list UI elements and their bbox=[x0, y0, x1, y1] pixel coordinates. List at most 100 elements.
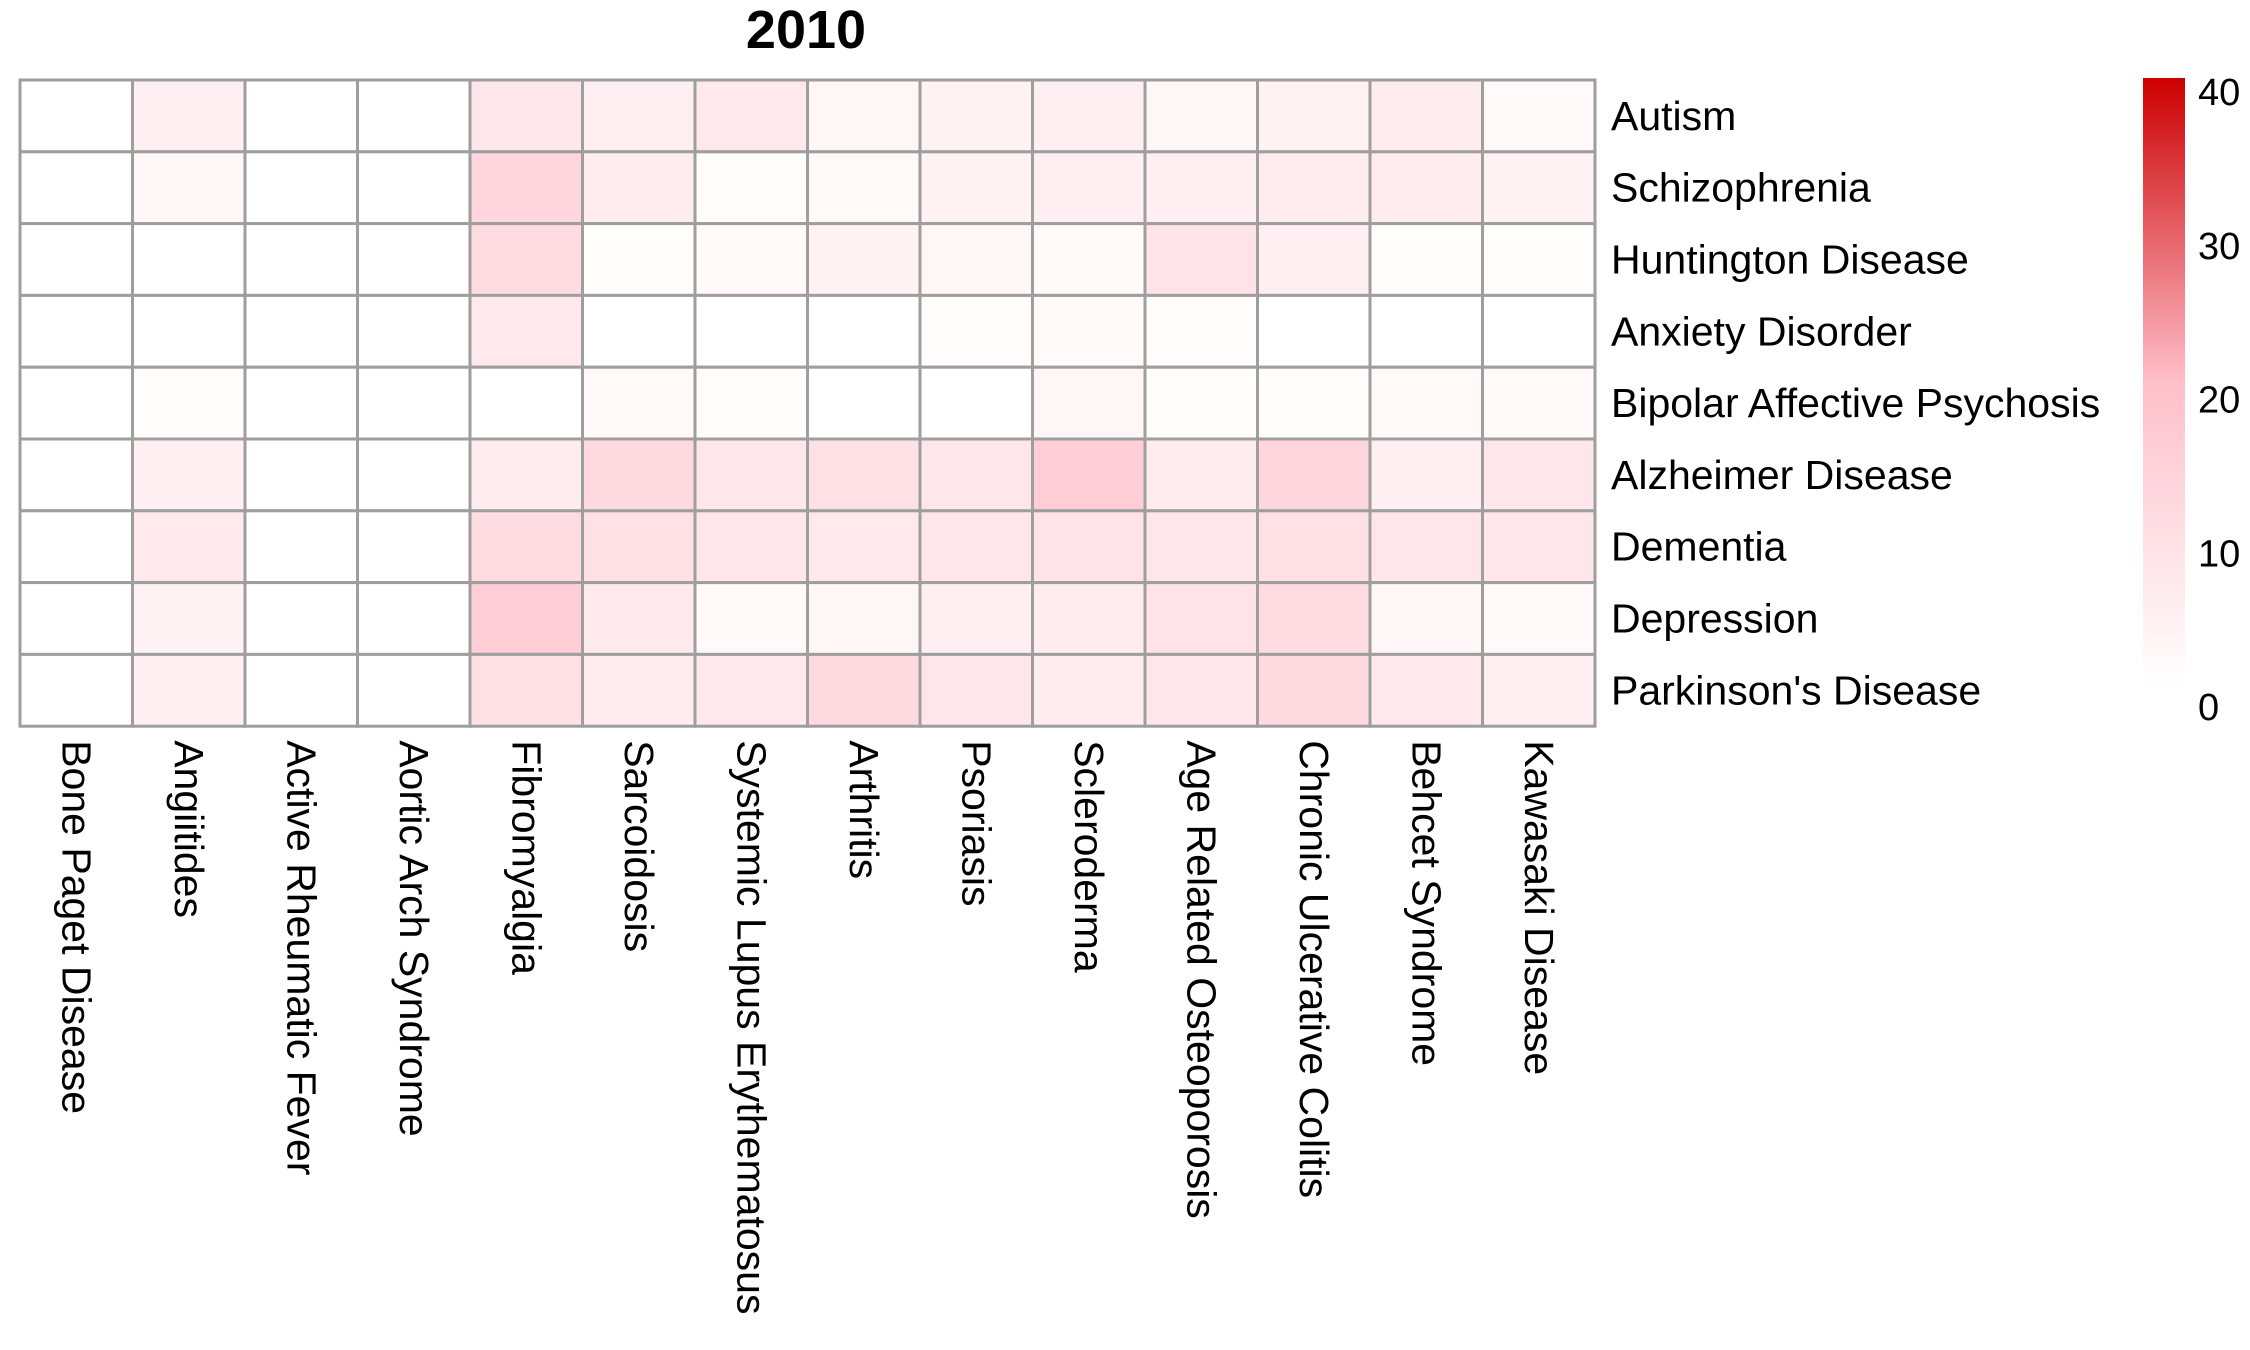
heatmap-cell-depression-kawasaki-disease bbox=[1481, 581, 1597, 656]
column-label-sarcoidosis: Sarcoidosis bbox=[616, 740, 662, 952]
column-label-bone-paget-disease: Bone Paget Disease bbox=[53, 740, 99, 1114]
row-label-dementia: Dementia bbox=[1611, 524, 1787, 570]
heatmap-cell-bipolar-affective-psychosis-behcet-syndrome bbox=[1368, 365, 1484, 441]
heatmap-cell-schizophrenia-systemic-lupus-erythematosus bbox=[693, 150, 809, 226]
row-label-bipolar-affective-psychosis: Bipolar Affective Psychosis bbox=[1611, 380, 2100, 426]
heatmap-cell-huntington-disease-age-related-osteoporosis bbox=[1143, 222, 1259, 297]
heatmap-cell-schizophrenia-behcet-syndrome bbox=[1368, 150, 1484, 226]
heatmap-cell-anxiety-disorder-aortic-arch-syndrome bbox=[356, 293, 472, 369]
heatmap-cell-schizophrenia-age-related-osteoporosis bbox=[1143, 150, 1259, 226]
heatmap-cell-bipolar-affective-psychosis-fibromyalgia bbox=[468, 365, 584, 441]
heatmap-cell-dementia-age-related-osteoporosis bbox=[1143, 509, 1259, 585]
column-label-scleroderma: Scleroderma bbox=[1066, 740, 1112, 973]
heatmap-cell-anxiety-disorder-bone-paget-disease bbox=[18, 293, 134, 369]
heatmap-cell-autism-chronic-ulcerative-colitis bbox=[1256, 78, 1372, 154]
heatmap-cell-bipolar-affective-psychosis-scleroderma bbox=[1031, 365, 1147, 441]
chart-title: 2010 bbox=[746, 0, 866, 60]
heatmap-cell-dementia-kawasaki-disease bbox=[1481, 509, 1597, 585]
row-label-huntington-disease: Huntington Disease bbox=[1611, 237, 1969, 283]
heatmap-cell-autism-systemic-lupus-erythematosus bbox=[693, 78, 809, 154]
heatmap-cell-anxiety-disorder-age-related-osteoporosis bbox=[1143, 293, 1259, 369]
row-label-parkinson-s-disease: Parkinson's Disease bbox=[1611, 667, 1981, 713]
heatmap-cell-huntington-disease-angiitides bbox=[131, 222, 247, 297]
column-label-angiitides: Angiitides bbox=[166, 740, 212, 918]
heatmap-cell-autism-psoriasis bbox=[918, 78, 1034, 154]
heatmap-cell-schizophrenia-arthritis bbox=[806, 150, 922, 226]
heatmap-cell-huntington-disease-fibromyalgia bbox=[468, 222, 584, 297]
legend-tick-40: 40 bbox=[2198, 72, 2240, 114]
row-label-autism: Autism bbox=[1611, 93, 1736, 139]
heatmap-cell-anxiety-disorder-fibromyalgia bbox=[468, 293, 584, 369]
heatmap-cell-alzheimer-disease-aortic-arch-syndrome bbox=[356, 437, 472, 513]
heatmap-cell-parkinson-s-disease-scleroderma bbox=[1031, 652, 1147, 728]
heatmap-cell-schizophrenia-psoriasis bbox=[918, 150, 1034, 226]
heatmap-cell-alzheimer-disease-chronic-ulcerative-colitis bbox=[1256, 437, 1372, 513]
heatmap-cell-anxiety-disorder-kawasaki-disease bbox=[1481, 293, 1597, 369]
heatmap-cell-huntington-disease-scleroderma bbox=[1031, 222, 1147, 297]
heatmap-cell-bipolar-affective-psychosis-age-related-osteoporosis bbox=[1143, 365, 1259, 441]
heatmap-cell-parkinson-s-disease-behcet-syndrome bbox=[1368, 652, 1484, 728]
heatmap-cell-dementia-scleroderma bbox=[1031, 509, 1147, 585]
heatmap-cell-anxiety-disorder-scleroderma bbox=[1031, 293, 1147, 369]
heatmap-cell-autism-arthritis bbox=[806, 78, 922, 154]
heatmap-cell-dementia-fibromyalgia bbox=[468, 509, 584, 585]
color-legend: 0 10 20 30 40 bbox=[2143, 72, 2240, 729]
heatmap-cell-dementia-chronic-ulcerative-colitis bbox=[1256, 509, 1372, 585]
heatmap-cell-huntington-disease-kawasaki-disease bbox=[1481, 222, 1597, 297]
heatmap-cell-bipolar-affective-psychosis-bone-paget-disease bbox=[18, 365, 134, 441]
heatmap-cell-depression-sarcoidosis bbox=[581, 581, 697, 656]
heatmap-cell-autism-scleroderma bbox=[1031, 78, 1147, 154]
row-label-alzheimer-disease: Alzheimer Disease bbox=[1611, 452, 1953, 498]
heatmap-cell-bipolar-affective-psychosis-kawasaki-disease bbox=[1481, 365, 1597, 441]
heatmap-cell-alzheimer-disease-active-rheumatic-fever bbox=[243, 437, 359, 513]
heatmap-cell-alzheimer-disease-scleroderma bbox=[1031, 437, 1147, 513]
heatmap-cell-bipolar-affective-psychosis-sarcoidosis bbox=[581, 365, 697, 441]
heatmap-cell-anxiety-disorder-sarcoidosis bbox=[581, 293, 697, 369]
heatmap-cell-depression-fibromyalgia bbox=[468, 581, 584, 656]
heatmap-cell-schizophrenia-active-rheumatic-fever bbox=[243, 150, 359, 226]
heatmap-cell-alzheimer-disease-age-related-osteoporosis bbox=[1143, 437, 1259, 513]
heatmap-cell-huntington-disease-systemic-lupus-erythematosus bbox=[693, 222, 809, 297]
heatmap-cell-dementia-behcet-syndrome bbox=[1368, 509, 1484, 585]
heatmap-cell-schizophrenia-angiitides bbox=[131, 150, 247, 226]
heatmap-cell-huntington-disease-aortic-arch-syndrome bbox=[356, 222, 472, 297]
heatmap-cell-parkinson-s-disease-chronic-ulcerative-colitis bbox=[1256, 652, 1372, 728]
heatmap-cell-huntington-disease-bone-paget-disease bbox=[18, 222, 134, 297]
heatmap-cell-parkinson-s-disease-systemic-lupus-erythematosus bbox=[693, 652, 809, 728]
column-label-systemic-lupus-erythematosus: Systemic Lupus Erythematosus bbox=[728, 740, 774, 1314]
heatmap-cell-autism-angiitides bbox=[131, 78, 247, 154]
heatmap-cell-dementia-aortic-arch-syndrome bbox=[356, 509, 472, 585]
column-label-age-related-osteoporosis: Age Related Osteoporosis bbox=[1178, 740, 1224, 1219]
heatmap-cell-parkinson-s-disease-bone-paget-disease bbox=[18, 652, 134, 728]
column-labels: Bone Paget Disease Angiitides Active Rheum… bbox=[53, 740, 1562, 1314]
heatmap-cell-depression-behcet-syndrome bbox=[1368, 581, 1484, 656]
heatmap-cell-bipolar-affective-psychosis-active-rheumatic-fever bbox=[243, 365, 359, 441]
heatmap-cell-huntington-disease-arthritis bbox=[806, 222, 922, 297]
legend-tick-0: 0 bbox=[2198, 687, 2219, 729]
heatmap-cell-bipolar-affective-psychosis-angiitides bbox=[131, 365, 247, 441]
heatmap-cell-alzheimer-disease-psoriasis bbox=[918, 437, 1034, 513]
heatmap-cell-huntington-disease-active-rheumatic-fever bbox=[243, 222, 359, 297]
row-labels: Autism Schizophrenia Huntington Disease Anx… bbox=[1611, 93, 2100, 713]
heatmap-cell-depression-systemic-lupus-erythematosus bbox=[693, 581, 809, 656]
row-label-schizophrenia: Schizophrenia bbox=[1611, 165, 1871, 211]
heatmap-cell-autism-active-rheumatic-fever bbox=[243, 78, 359, 154]
heatmap-cell-huntington-disease-psoriasis bbox=[918, 222, 1034, 297]
heatmap-cell-autism-behcet-syndrome bbox=[1368, 78, 1484, 154]
legend-tick-10: 10 bbox=[2198, 533, 2240, 575]
heatmap-cell-parkinson-s-disease-angiitides bbox=[131, 652, 247, 728]
heatmap-cell-autism-sarcoidosis bbox=[581, 78, 697, 154]
heatmap-cell-anxiety-disorder-behcet-syndrome bbox=[1368, 293, 1484, 369]
legend-tick-30: 30 bbox=[2198, 226, 2240, 268]
heatmap-cell-anxiety-disorder-arthritis bbox=[806, 293, 922, 369]
column-label-psoriasis: Psoriasis bbox=[953, 740, 999, 906]
heatmap-cell-alzheimer-disease-arthritis bbox=[806, 437, 922, 513]
heatmap-cell-dementia-sarcoidosis bbox=[581, 509, 697, 585]
heatmap-cell-alzheimer-disease-angiitides bbox=[131, 437, 247, 513]
row-label-depression: Depression bbox=[1611, 596, 1818, 642]
column-label-kawasaki-disease: Kawasaki Disease bbox=[1516, 740, 1562, 1075]
heatmap-cell-dementia-psoriasis bbox=[918, 509, 1034, 585]
heatmap-cell-schizophrenia-chronic-ulcerative-colitis bbox=[1256, 150, 1372, 226]
heatmap-cell-alzheimer-disease-fibromyalgia bbox=[468, 437, 584, 513]
